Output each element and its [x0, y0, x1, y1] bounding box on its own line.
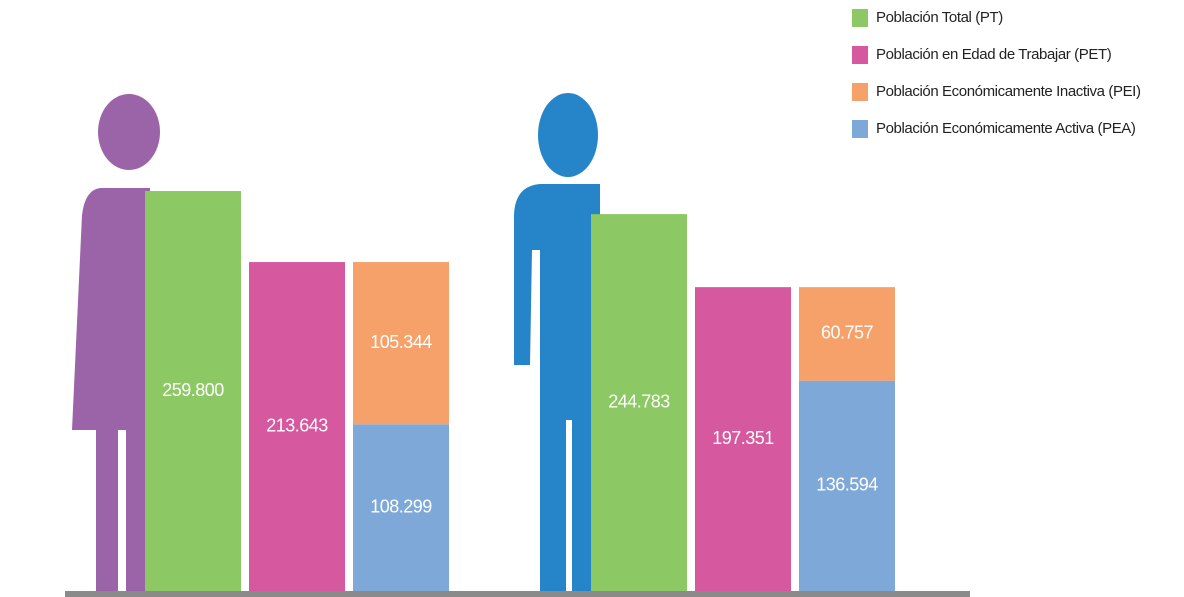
legend-swatch [852, 120, 868, 138]
value-label: 105.344 [370, 332, 432, 352]
man-figure [514, 93, 600, 592]
legend-swatch [852, 46, 868, 64]
legend-label: Población Económicamente Activa (PEA) [876, 120, 1136, 137]
value-label: 244.783 [608, 391, 670, 411]
value-label: 60.757 [821, 323, 874, 343]
legend-swatch [852, 83, 868, 101]
value-label: 197.351 [712, 428, 774, 448]
legend-label: Población Económicamente Inactiva (PEI) [876, 83, 1141, 100]
legend-label: Población Total (PT) [876, 9, 1003, 26]
legend-label: Población en Edad de Trabajar (PET) [876, 46, 1112, 63]
value-label: 213.643 [266, 415, 328, 435]
value-label: 108.299 [370, 496, 432, 516]
legend-swatch [852, 9, 868, 27]
page: {"chart_data": {"type": "bar", "categori… [0, 0, 1184, 597]
value-label: 259.800 [162, 380, 224, 400]
value-label: 136.594 [816, 475, 878, 495]
baseline [65, 591, 970, 597]
chart: Población Total (PT) Población en Edad de… [0, 0, 1184, 597]
